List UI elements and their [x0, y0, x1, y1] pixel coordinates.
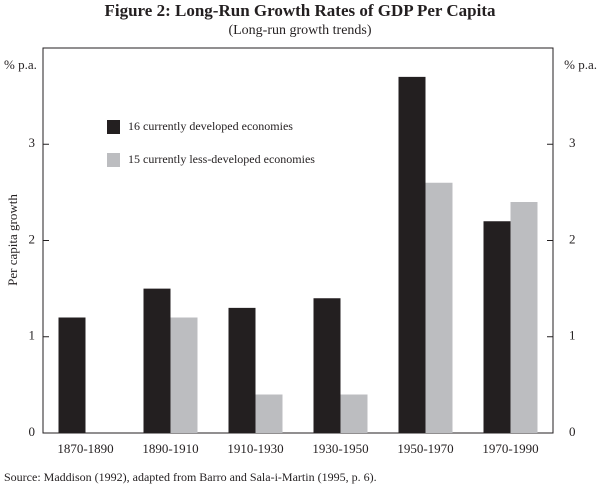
chart-title: Figure 2: Long-Run Growth Rates of GDP P… — [105, 1, 496, 20]
y-unit: % p.a. — [4, 57, 37, 72]
x-tick-label: 1930-1950 — [312, 441, 368, 456]
bar — [398, 76, 426, 433]
y2-tick-label: 3 — [569, 135, 576, 150]
x-tick-label: 1910-1930 — [227, 441, 283, 456]
chart-subtitle: (Long-run growth trends) — [228, 23, 371, 38]
y-tick-label: 2 — [29, 231, 36, 246]
y-tick-label: 1 — [29, 328, 36, 343]
bar — [170, 317, 198, 433]
y2-tick-label: 0 — [569, 424, 576, 439]
x-tick-label: 1890-1910 — [142, 441, 198, 456]
x-tick-label: 1950-1970 — [397, 441, 453, 456]
y-tick-label: 0 — [29, 424, 36, 439]
y2-tick-label: 2 — [569, 231, 576, 246]
legend-swatch — [107, 120, 120, 134]
bar — [483, 221, 511, 433]
y-axis-label: Per capita growth — [5, 194, 20, 286]
bar — [143, 288, 171, 433]
bar — [425, 182, 453, 433]
y2-unit: % p.a. — [564, 57, 597, 72]
x-tick-label: 1870-1890 — [57, 441, 113, 456]
bar — [313, 298, 341, 433]
y-tick-label: 3 — [29, 135, 36, 150]
bar — [58, 317, 86, 433]
legend-label: 15 currently less-developed economies — [128, 152, 315, 166]
bar — [228, 307, 256, 433]
legend-swatch — [107, 153, 120, 167]
legend-label: 16 currently developed economies — [128, 119, 293, 133]
bar — [510, 202, 538, 433]
plot-frame — [42, 47, 554, 434]
x-tick-label: 1970-1990 — [482, 441, 538, 456]
source-note: Source: Maddison (1992), adapted from Ba… — [4, 470, 377, 484]
bar — [255, 394, 283, 433]
y2-tick-label: 1 — [569, 328, 576, 343]
bar — [340, 394, 368, 433]
